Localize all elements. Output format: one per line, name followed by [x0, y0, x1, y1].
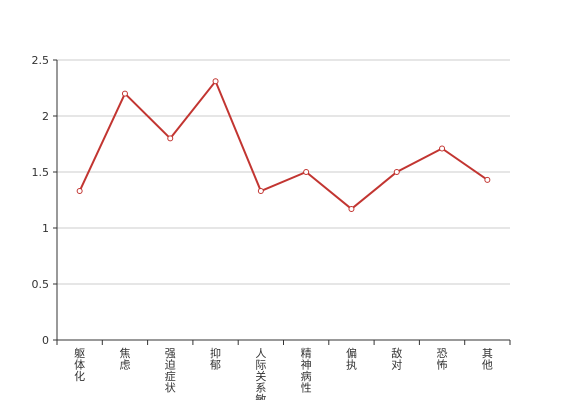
- point: [257, 188, 264, 195]
- x-tick-label: 恐怖: [437, 347, 448, 372]
- point: [393, 169, 400, 175]
- y-tick-label: 1.5: [32, 166, 50, 179]
- point: [167, 135, 174, 142]
- x-tick-label: 强迫症状: [165, 347, 176, 395]
- point: [484, 176, 491, 183]
- x-tick-label: 偏执: [346, 346, 357, 372]
- point: [348, 205, 355, 212]
- y-tick-label: 2.5: [32, 54, 50, 67]
- y-tick-label: 1: [42, 222, 49, 235]
- y-tick-label: 2: [42, 110, 49, 123]
- x-tick-label: 敌对: [391, 346, 402, 372]
- point: [212, 78, 219, 85]
- y-tick-label: 0: [42, 334, 49, 347]
- x-tick-label: 其他: [482, 347, 493, 372]
- x-tick-label: 精神病性: [301, 347, 312, 395]
- point: [76, 188, 83, 195]
- x-tick-label: 抑郁: [210, 346, 221, 372]
- x-tick-label: 焦虑: [119, 347, 130, 372]
- point: [303, 169, 310, 175]
- point: [439, 145, 446, 152]
- line: [78, 79, 488, 211]
- x-tick-label: 躯体化: [74, 347, 85, 383]
- x-tick-label: 人际关系敏感: [255, 347, 266, 400]
- point: [121, 90, 128, 97]
- y-tick-label: 0.5: [32, 278, 50, 291]
